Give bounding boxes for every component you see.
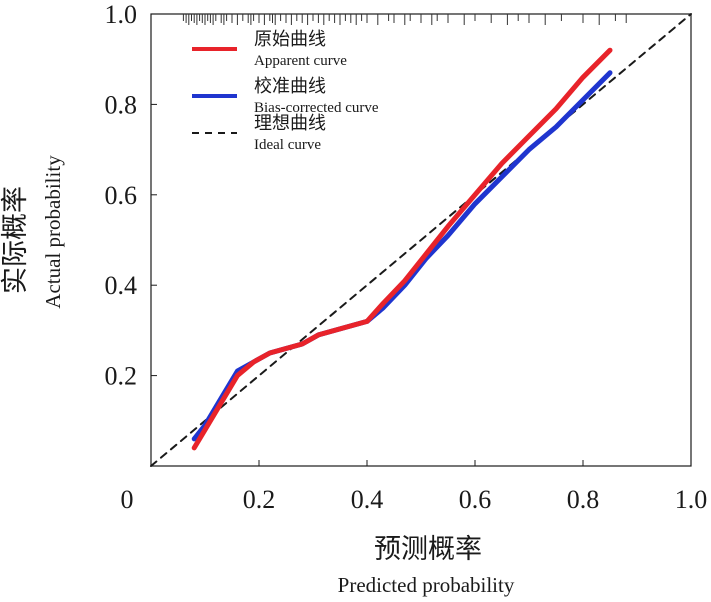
legend-label-en: Ideal curve	[254, 137, 321, 153]
x-tick-label: 0.4	[351, 485, 384, 514]
legend-label-en: Apparent curve	[254, 53, 347, 69]
y-axis-ticks: 0.2 0.4 0.6 0.8 1.0	[105, 0, 157, 391]
x-tick-label: 0.8	[567, 485, 600, 514]
legend-label-cn: 理想曲线	[254, 113, 326, 133]
x-axis-title-cn: 预测概率	[374, 534, 482, 564]
x-axis-ticks: 0 0.2 0.4 0.6 0.8 1.0	[121, 460, 708, 514]
legend-label-cn: 原始曲线	[254, 29, 326, 49]
x-tick-label: 0	[121, 485, 134, 514]
legend-label-cn: 校准曲线	[254, 76, 326, 96]
legend: 原始曲线 Apparent curve 校准曲线 Bias-corrected cur…	[192, 29, 379, 153]
y-tick-label: 1.0	[105, 0, 138, 29]
series-line-apparent	[191, 47, 613, 451]
y-axis-title-en: Actual probability	[41, 155, 65, 309]
x-axis-title-en: Predicted probability	[338, 573, 515, 597]
y-tick-label: 0.4	[105, 271, 138, 300]
series-line-ideal	[150, 13, 692, 467]
legend-label-en: Bias-corrected curve	[254, 100, 379, 116]
y-tick-label: 0.6	[105, 181, 138, 210]
series-lines	[150, 13, 692, 467]
x-tick-label: 1.0	[675, 485, 708, 514]
y-tick-label: 0.8	[105, 90, 138, 119]
y-tick-label: 0.2	[105, 362, 138, 391]
x-tick-label: 0.2	[243, 485, 276, 514]
y-axis-title-cn: 实际概率	[0, 186, 30, 294]
x-tick-label: 0.6	[459, 485, 492, 514]
rug-ticks	[182, 14, 627, 25]
